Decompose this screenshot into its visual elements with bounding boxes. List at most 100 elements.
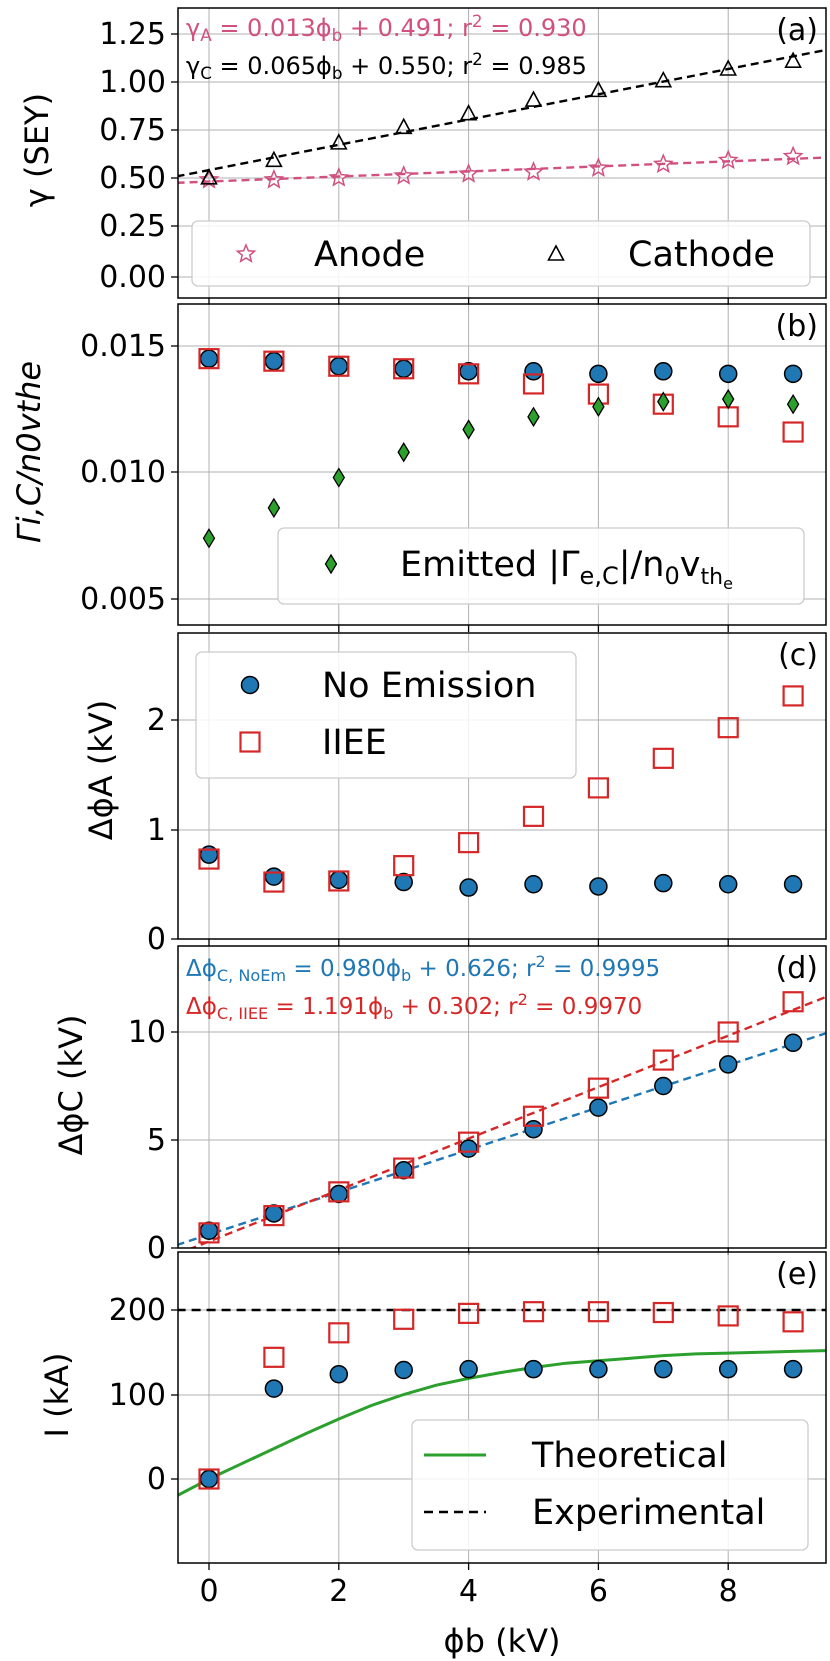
panel-label: (e) (776, 1257, 818, 1292)
data-point (267, 497, 281, 519)
series-no-emission (199, 1359, 803, 1489)
data-point (397, 442, 410, 463)
data-point (394, 117, 413, 135)
annotation-part: Δϕ (186, 994, 217, 1020)
data-point (199, 349, 219, 368)
data-point (198, 348, 220, 370)
panel-b: 0.005 0.010 0.015 (b) (80, 303, 827, 632)
y-tick-label: 5 (147, 1123, 166, 1158)
data-point (329, 1184, 349, 1204)
data-point (328, 355, 350, 377)
x-axis-label: ϕb (kV) (444, 1622, 561, 1660)
y-axis-label-c: ΔϕA (kV) (82, 700, 120, 840)
annotation-part: = 0.065ϕ (212, 52, 332, 80)
data-point (328, 1322, 350, 1344)
data-point (263, 1346, 285, 1368)
legend-label-experimental: Experimental (532, 1493, 765, 1533)
annotation-part: 2 (472, 11, 483, 31)
data-point (263, 1204, 285, 1227)
data-point (458, 363, 480, 385)
series-anode (198, 145, 804, 189)
legend-part: |/n (619, 545, 665, 585)
annotation-part: C, NoEm (217, 966, 286, 985)
annotation-part: = 0.9995 (546, 956, 660, 982)
series-emitted-e-c-n-vthe (202, 388, 800, 549)
x-tick-label: 8 (719, 1574, 738, 1609)
y-tick-label: 100 (109, 1378, 166, 1413)
data-point (202, 528, 216, 549)
data-point (199, 1221, 219, 1240)
axes-frame (177, 945, 827, 1249)
fit-annotation-anode: γA​ = 0.013ϕb​ + 0.491; r2​ = 0.930 (186, 11, 587, 45)
data-point (587, 1301, 610, 1323)
y-axis-label-a: γ (SEY) (18, 93, 56, 207)
y-axis-label-b: Γi,C/n0vthe (10, 361, 48, 543)
annotation-part: b (332, 63, 343, 83)
fit-annotation-cathode: γC​ = 0.065ϕb​ + 0.550; r2​ = 0.985 (186, 49, 587, 83)
x-tick-label: 4 (459, 1574, 478, 1609)
annotation-part: + 0.491; r (342, 14, 472, 42)
y-tick-label: 1.00 (99, 65, 166, 100)
plot-area (178, 991, 826, 1248)
data-point (394, 359, 413, 379)
data-point (263, 350, 285, 372)
annotation-part: = 0.013ϕ (212, 14, 332, 42)
annotation-part: = 0.930 (483, 14, 587, 42)
data-point (717, 1305, 739, 1327)
y-tick-label: 0 (147, 922, 166, 957)
data-point (524, 875, 543, 894)
data-point (717, 149, 739, 170)
x-tick-label: 0 (199, 1574, 218, 1609)
series-iiee (198, 685, 804, 893)
fit-line (178, 1032, 826, 1246)
data-point (654, 362, 673, 381)
data-point (589, 80, 608, 98)
data-point (589, 877, 608, 896)
y-tick-label: 0 (147, 1462, 166, 1497)
data-point (652, 1049, 674, 1071)
axes-frame (177, 1251, 827, 1564)
panel-label: (d) (776, 951, 818, 986)
series-iiee (198, 1301, 804, 1490)
data-point (394, 872, 413, 892)
annotation-part: = 0.985 (483, 52, 587, 80)
data-point (393, 1157, 415, 1179)
y-tick-label: 200 (109, 1293, 166, 1328)
data-point (263, 871, 285, 893)
data-point (458, 832, 480, 854)
data-point (265, 150, 283, 168)
data-point (458, 163, 480, 183)
plot-area (198, 348, 804, 549)
legend-c (195, 651, 577, 779)
data-point (394, 1160, 413, 1180)
fit-annotation-noem: ΔϕC, NoEm​ = 0.980ϕb​ + 0.626; r2​ = 0.9… (186, 952, 660, 985)
annotation-part: Δϕ (186, 956, 217, 982)
y-tick-label: 0.25 (99, 209, 166, 244)
data-point (784, 51, 802, 69)
data-point (589, 364, 608, 384)
annotation-part: b (332, 25, 343, 45)
annotation-part: b (383, 1004, 393, 1023)
data-point (524, 90, 543, 107)
data-point (524, 362, 543, 381)
legend-part: 0 (664, 562, 679, 590)
data-point (719, 59, 738, 76)
annotation-part: = 0.9970 (528, 994, 642, 1020)
legend-part: th (700, 565, 723, 590)
y-tick-label: 2 (147, 703, 166, 738)
data-point (717, 1021, 739, 1043)
plot-area (178, 48, 826, 189)
data-point (589, 1098, 608, 1117)
legend-marker-iiee (239, 731, 261, 753)
data-point (783, 875, 803, 894)
annotation-part: = 1.191ϕ (268, 994, 383, 1020)
legend-label-cathode: Cathode (628, 235, 775, 275)
data-point (329, 870, 349, 890)
data-point (328, 166, 350, 187)
data-point (654, 1359, 673, 1379)
data-point (522, 373, 545, 395)
legend-label-theoretical: Theoretical (531, 1436, 728, 1476)
y-axis-label-d: ΔϕC (kV) (52, 1015, 90, 1156)
data-point (587, 777, 610, 799)
